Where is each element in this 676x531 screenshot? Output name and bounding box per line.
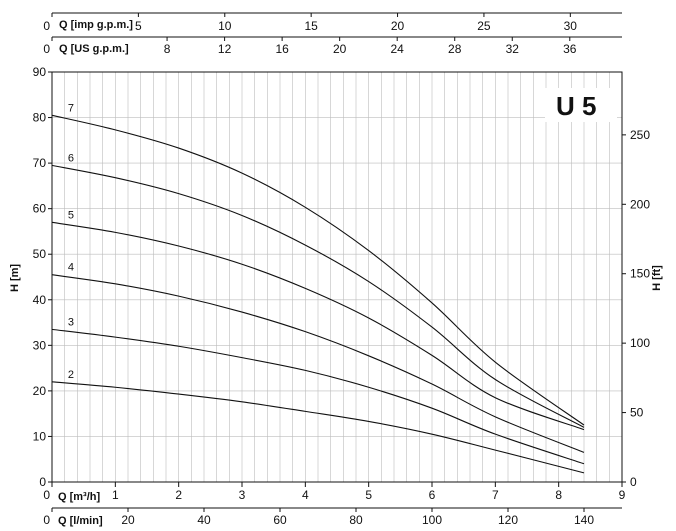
- x-lmin-tick-label: 40: [197, 513, 211, 527]
- series-label-4: 4: [68, 262, 74, 274]
- x-usgpm-tick-label: 36: [563, 42, 577, 56]
- series-line-3: [51, 328, 585, 465]
- chart-title: U 5: [556, 91, 596, 121]
- x-lmin-tick-label: 60: [273, 513, 287, 527]
- y2-tick-label: 0: [630, 475, 637, 489]
- x-tick-label: 5: [365, 488, 372, 502]
- plot-frame: [51, 71, 623, 483]
- series-label-7: 7: [68, 102, 74, 114]
- y-tick-label: 90: [33, 65, 47, 79]
- x-impgpm-tick-label: 30: [564, 19, 578, 33]
- series-label-6: 6: [68, 152, 74, 164]
- y2-tick-label: 250: [630, 128, 650, 142]
- x-impgpm-tick-label: 10: [218, 19, 232, 33]
- grid-layer: [51, 71, 623, 483]
- x-tick-label: 0: [43, 488, 50, 502]
- x-usgpm-tick-label: 32: [506, 42, 520, 56]
- x-lmin-tick-label: 80: [349, 513, 363, 527]
- series-line-4: [51, 274, 585, 453]
- x-impgpm-tick-label: 25: [477, 19, 491, 33]
- y2-tick-label: 50: [630, 406, 644, 420]
- x-usgpm-tick-label: 20: [333, 42, 347, 56]
- x-usgpm-tick-label: 24: [391, 42, 405, 56]
- series-label-5: 5: [68, 209, 74, 221]
- y-tick-label: 10: [33, 429, 47, 443]
- x-tick-label: 4: [302, 488, 309, 502]
- x-usgpm-tick-label: 12: [218, 42, 232, 56]
- y2-tick-label: 200: [630, 197, 650, 211]
- x-impgpm-tick-label: 15: [304, 19, 318, 33]
- labels-layer: 2 3 4 5 6 7: [68, 102, 74, 381]
- x-tick-label: 8: [555, 488, 562, 502]
- y-tick-label: 70: [33, 156, 47, 170]
- x-tick-label: 6: [429, 488, 436, 502]
- x-impgpm-tick-label: 20: [391, 19, 405, 33]
- x-axis-title: Q [m³/h]: [58, 491, 100, 503]
- x-lmin-tick-label: 100: [422, 513, 442, 527]
- x-lmin-tick-label: 140: [574, 513, 594, 527]
- y-axis-title: H [m]: [9, 264, 21, 292]
- series-line-6: [51, 164, 585, 428]
- x-tick-label: 2: [175, 488, 182, 502]
- series-line-2: [51, 381, 585, 474]
- x-usgpm-tick-label: 8: [164, 42, 171, 56]
- x-lmin-axis-title: Q [l/min]: [58, 515, 103, 527]
- y2-tick-label: 150: [630, 267, 650, 281]
- x-usgpm-axis-title: Q [US g.p.m.]: [59, 43, 129, 55]
- series-layer: [51, 114, 585, 474]
- x-impgpm-tick-label: 5: [135, 19, 142, 33]
- y-tick-label: 50: [33, 247, 47, 261]
- x-lmin-tick-label: 120: [498, 513, 518, 527]
- y-tick-label: 30: [33, 338, 47, 352]
- x-usgpm-tick-label: 16: [275, 42, 289, 56]
- x-tick-label: 1: [112, 488, 119, 502]
- x-tick-label: 3: [239, 488, 246, 502]
- x-impgpm-axis-title: Q [imp g.p.m.]: [59, 19, 133, 31]
- y-tick-label: 40: [33, 293, 47, 307]
- series-line-7: [51, 114, 585, 426]
- x-lmin-tick-label: 20: [121, 513, 135, 527]
- y-tick-label: 20: [33, 384, 47, 398]
- y2-tick-label: 100: [630, 336, 650, 350]
- series-label-2: 2: [68, 369, 74, 381]
- x-usgpm-tick-label: 0: [43, 42, 50, 56]
- x-impgpm-tick-label: 0: [43, 19, 50, 33]
- series-line-5: [51, 221, 585, 431]
- series-label-3: 3: [68, 316, 74, 328]
- y-tick-label: 60: [33, 202, 47, 216]
- y-tick-label: 80: [33, 111, 47, 125]
- x-usgpm-tick-label: 28: [448, 42, 462, 56]
- y2-axis-title: H [ft]: [651, 265, 663, 291]
- x-lmin-tick-label: 0: [43, 513, 50, 527]
- x-tick-label: 7: [492, 488, 499, 502]
- x-tick-label: 9: [619, 488, 626, 502]
- chart-title-badge: [545, 88, 617, 122]
- y-tick-label: 0: [39, 475, 46, 489]
